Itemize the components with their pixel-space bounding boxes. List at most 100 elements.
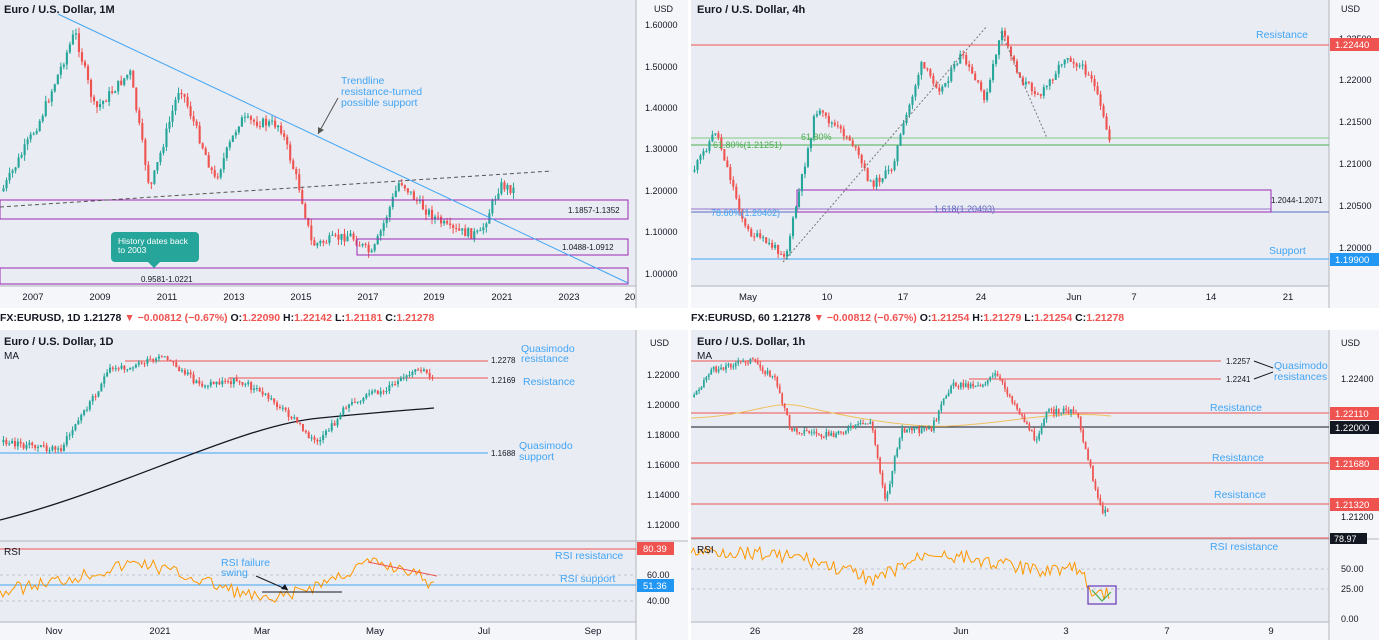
candle-body	[739, 360, 742, 362]
candle-body	[509, 184, 512, 193]
candle-body	[246, 116, 249, 118]
candle-body	[153, 170, 156, 184]
candle-body	[189, 372, 192, 375]
candle-body	[301, 190, 304, 204]
qm-support-label-1: Quasimodo	[519, 440, 573, 452]
candle-body	[808, 430, 810, 433]
candle-body	[144, 139, 147, 165]
candle-body	[886, 493, 889, 499]
y-tick-label: 1.60000	[645, 20, 678, 30]
candle-body	[23, 144, 26, 156]
candle-body	[278, 406, 281, 408]
price-tag-4	[1330, 498, 1379, 511]
panel-h4[interactable]: Euro / U.S. Dollar, 4h USD Resistance Su…	[691, 0, 1379, 308]
candle-body	[1030, 82, 1033, 92]
chart-hourly[interactable]: Euro / U.S. Dollar, 1h MA USD 1.2257 1.2…	[691, 330, 1379, 640]
candle-body	[791, 217, 795, 237]
y-tick-label: 1.21500	[1339, 117, 1372, 127]
candle-body	[1013, 402, 1016, 405]
candle-body	[296, 417, 299, 423]
candle-body	[1099, 94, 1102, 106]
candle-body	[756, 360, 759, 365]
candle-body	[1045, 411, 1048, 420]
candle-body	[751, 358, 754, 360]
candle-body	[403, 185, 406, 189]
candle-body	[1067, 409, 1070, 414]
candle-body	[818, 433, 820, 435]
candle-body	[337, 234, 340, 240]
candle-body	[866, 168, 869, 181]
candle-body	[735, 186, 738, 199]
panel-monthly[interactable]: History dates back to 2003 Euro / U.S. D…	[0, 0, 688, 308]
candle-body	[307, 432, 310, 439]
candle-body	[261, 118, 265, 127]
candle-body	[105, 100, 108, 102]
chart-h4[interactable]: Euro / U.S. Dollar, 4h USD Resistance Su…	[691, 0, 1379, 308]
candle-body	[48, 450, 51, 452]
support-label: Support	[1269, 245, 1306, 257]
candle-body	[71, 429, 74, 435]
candle-body	[273, 398, 276, 403]
ext-1618-label: 1.618(1.20493)	[934, 204, 995, 214]
zone-label: 1.2044-1.2071	[1271, 196, 1323, 205]
candle-body	[476, 230, 479, 232]
candle-body	[77, 420, 80, 425]
resistance-label: Resistance	[523, 376, 575, 388]
candle-body	[405, 375, 408, 378]
candle-body	[391, 384, 394, 386]
chart-daily[interactable]: Euro / U.S. Dollar, 1D MA USD Quasimodo …	[0, 330, 688, 640]
callout-bubble	[111, 232, 199, 262]
price-tag-support	[1330, 253, 1379, 266]
candle-body	[726, 160, 729, 168]
candle-body	[932, 75, 935, 84]
candle-body	[353, 402, 356, 404]
candle-body	[860, 154, 863, 164]
candle-body	[99, 104, 102, 108]
panel-hourly[interactable]: Euro / U.S. Dollar, 1h MA USD 1.2257 1.2…	[691, 330, 1379, 640]
candle-body	[947, 392, 950, 396]
level-1-2241: 1.2241	[1226, 375, 1251, 384]
candle-body	[137, 362, 140, 365]
candle-body	[1082, 429, 1085, 442]
candle-body	[138, 110, 141, 123]
y-tick-label: 1.21200	[1341, 512, 1374, 522]
candle-body	[163, 356, 166, 358]
infobar-hourly-high: 1.21279	[983, 312, 1022, 324]
candle-body	[832, 432, 835, 438]
candle-body	[771, 375, 774, 377]
candle-body	[159, 152, 162, 163]
candle-body	[866, 423, 869, 425]
candle-body	[788, 415, 791, 427]
candle-body	[420, 370, 423, 372]
x-tick-label: May	[739, 292, 757, 303]
y-tick-label: 1.30000	[645, 144, 678, 154]
chart-monthly[interactable]: History dates back to 2003 Euro / U.S. D…	[0, 0, 688, 308]
candle-body	[903, 428, 906, 433]
candle-body	[240, 117, 243, 127]
candle-body	[330, 423, 333, 431]
candle-body	[806, 148, 809, 167]
candle-body	[218, 381, 221, 385]
candle-body	[35, 131, 38, 134]
candle-body	[1038, 433, 1040, 440]
candle-body	[1033, 91, 1036, 94]
candle-body	[268, 121, 271, 126]
candle-body	[738, 198, 741, 211]
candle-body	[837, 431, 840, 434]
candle-body	[1009, 46, 1013, 57]
candle-body	[749, 358, 752, 364]
candle-body	[77, 33, 81, 53]
candle-body	[280, 125, 283, 134]
candle-body	[798, 432, 801, 434]
x-tick-label: 2023	[558, 292, 579, 303]
panel-daily[interactable]: Euro / U.S. Dollar, 1D MA USD Quasimodo …	[0, 330, 688, 640]
candle-body	[5, 180, 8, 189]
candle-body	[452, 225, 455, 229]
candle-body	[796, 428, 798, 433]
candle-body	[1012, 56, 1016, 62]
candle-body	[1060, 64, 1063, 66]
candle-body	[1072, 61, 1075, 64]
candle-body	[334, 234, 337, 236]
candle-body	[863, 163, 866, 169]
candle-body	[213, 170, 216, 177]
